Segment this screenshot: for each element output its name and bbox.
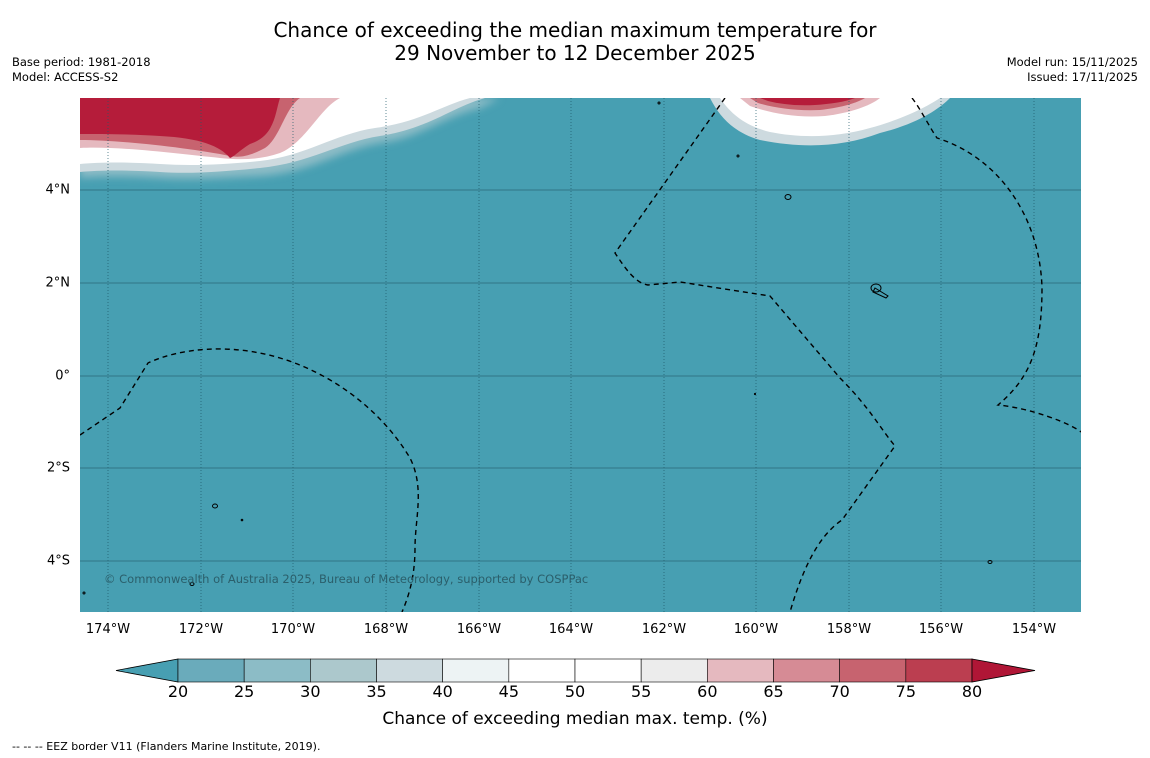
copyright-text: © Commonwealth of Australia 2025, Bureau… [104,572,588,586]
meta-right: Model run: 15/11/2025 Issued: 17/11/2025 [1007,55,1138,85]
lon-label-168w: 168°W [363,622,409,637]
title-line-1: Chance of exceeding the median maximum t… [273,18,877,42]
colorbar-extend-low [115,658,179,683]
lon-label-166w: 166°W [456,622,502,637]
colorbar-segment [707,658,774,683]
model-name: Model: ACCESS-S2 [12,70,119,84]
colorbar-tick-label: 35 [366,682,387,701]
colorbar-segment [773,658,840,683]
colorbar-tick-label: 70 [829,682,850,701]
colorbar-segment [839,658,907,683]
lon-label-156w: 156°W [918,622,964,637]
lat-label-2n: 2°N [45,275,71,291]
issued-date: Issued: 17/11/2025 [1027,70,1138,84]
colorbar-tick-label: 60 [697,682,718,701]
islands [82,101,993,595]
title-line-2: 29 November to 12 December 2025 [394,41,756,65]
colorbar-segment [442,658,510,683]
colorbar-segment [243,658,311,683]
colorbar-tick-label: 20 [167,682,189,701]
lon-label-174w: 174°W [85,622,131,637]
colorbar-segment [640,658,708,683]
lon-label-154w: 154°W [1011,622,1057,637]
model-run: Model run: 15/11/2025 [1006,55,1138,69]
colorbar-segment [376,658,443,683]
warm-region-east [710,98,950,146]
eez-borders [80,98,1081,612]
colorbar-extend-high [971,658,1036,683]
graticule-lat [80,189,1081,562]
colorbar-tick-label: 75 [895,682,917,701]
meta-left: Base period: 1981-2018 Model: ACCESS-S2 [12,55,151,85]
colorbar-segment [310,658,377,683]
colorbar-segment [574,658,642,683]
lon-label-160w: 160°W [733,622,779,637]
lon-label-170w: 170°W [270,622,316,637]
lon-label-164w: 164°W [548,622,594,637]
base-period: Base period: 1981-2018 [12,55,151,69]
map-panel: © Commonwealth of Australia 2025, Bureau… [80,98,1081,612]
colorbar-segments [115,658,1036,683]
lat-label-2s: 2°S [46,460,70,476]
eez-footnote: -- -- -- EEZ border V11 (Flanders Marine… [12,740,321,753]
colorbar-tick-label: 45 [498,682,520,701]
chart-title: Chance of exceeding the median maximum t… [0,19,1150,65]
colorbar-tick-label: 65 [763,682,784,701]
lat-label-0: 0° [55,368,70,384]
colorbar-svg [115,658,1036,683]
map-svg: © Commonwealth of Australia 2025, Bureau… [80,98,1081,612]
colorbar-segment [508,658,576,683]
colorbar-segment [177,658,245,683]
lon-label-162w: 162°W [641,622,687,637]
lon-label-172w: 172°W [178,622,224,637]
colorbar-segment [905,658,973,683]
warm-region-west [80,98,500,179]
colorbar-tick-label: 25 [233,682,255,701]
colorbar-title: Chance of exceeding median max. temp. (%… [382,709,768,729]
colorbar-tick-label: 55 [630,682,652,701]
colorbar-tick-label: 40 [432,682,453,701]
colorbar [0,652,1150,712]
colorbar-tick-label: 80 [961,682,983,701]
lat-label-4s: 4°S [46,553,70,569]
lat-label-4n: 4°N [45,182,71,198]
colorbar-tick-label: 50 [564,682,586,701]
lon-label-158w: 158°W [826,622,872,637]
ocean-background [80,98,1081,612]
colorbar-tick-label: 30 [300,682,321,701]
